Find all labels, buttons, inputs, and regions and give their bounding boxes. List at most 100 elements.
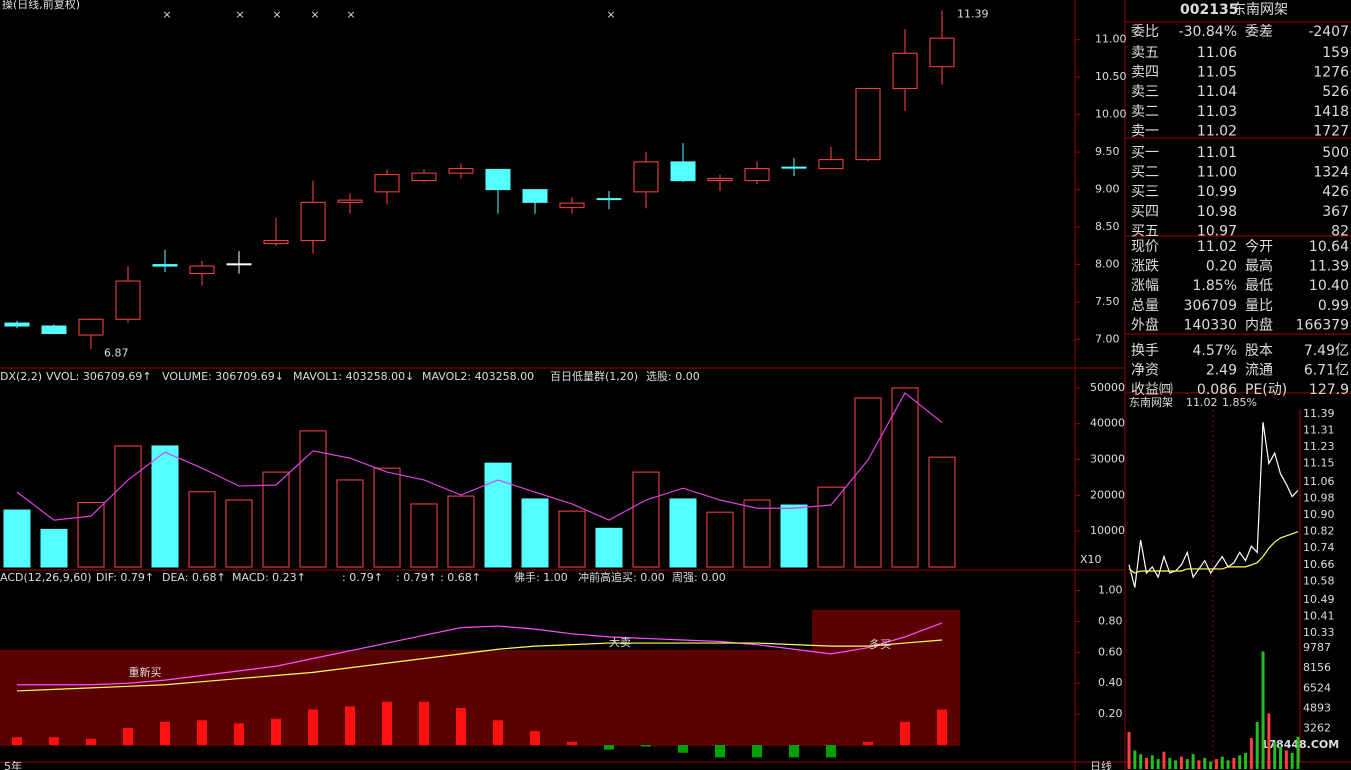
macd-bar (308, 709, 318, 746)
quote-cell: 10.64 (1309, 239, 1349, 255)
footer-left: 5年 (4, 759, 22, 770)
quote-cell: 0.086 (1197, 382, 1237, 398)
quote-cell: 外盘 (1131, 316, 1159, 333)
y-tick-label: 8.00 (1095, 258, 1120, 271)
macd-bar (604, 745, 614, 750)
book-cell: 1276 (1313, 65, 1349, 81)
book-cell: 卖二 (1131, 104, 1159, 120)
book-cell: 11.04 (1197, 84, 1237, 100)
legend-item: MAVOL1: 403258.00↓ (293, 370, 414, 383)
macd-bar (863, 741, 873, 746)
volume-bar (410, 503, 438, 568)
book-cell: 买五 (1131, 223, 1159, 239)
y-tick-label: 10.00 (1095, 108, 1127, 121)
y-tick-label: 11.06 (1303, 475, 1335, 488)
book-cell: 买三 (1131, 184, 1159, 200)
y-tick-label: 10000 (1090, 524, 1125, 537)
macd-bar (197, 720, 207, 746)
quote-cell: 今开 (1245, 239, 1273, 255)
book-cell: 10.99 (1197, 184, 1237, 200)
y-tick-label: 7.50 (1095, 295, 1120, 308)
candle-body (226, 263, 252, 266)
book-cell: 11.03 (1197, 104, 1237, 120)
macd-bar (382, 701, 392, 746)
book-cell: 11.00 (1197, 165, 1237, 181)
quote-cell: 11.39 (1309, 259, 1349, 275)
book-cell: 10.98 (1197, 204, 1237, 220)
y-tick-label: 9787 (1303, 641, 1331, 654)
legend-item: VVOL: 306709.69↑ (46, 370, 152, 383)
quote-cell: 140330 (1184, 317, 1237, 333)
candle-body (448, 168, 474, 174)
legend-item: ACD(12,26,9,60) (0, 571, 92, 584)
macd-bar (567, 741, 577, 746)
indicator-line (16, 639, 943, 692)
y-tick-label: 7.00 (1095, 333, 1120, 346)
macd-bar (49, 737, 59, 746)
candle-body (4, 322, 30, 327)
book-cell: 卖四 (1131, 65, 1159, 81)
candle-body (263, 240, 289, 245)
price: 11.02 (1186, 396, 1218, 409)
legend-item: DX(2,2) (0, 370, 42, 383)
quote-cell: PE(动) (1245, 382, 1287, 398)
candle-body (337, 199, 363, 203)
quote-cell: 10.40 (1309, 278, 1349, 294)
legend-item: 选股: 0.00 (646, 370, 700, 383)
candle-body (633, 161, 659, 193)
book-cell: 卖三 (1131, 84, 1159, 100)
macd-bar (86, 738, 96, 746)
svg-text:×: × (606, 8, 615, 21)
quote-cell: 委比 (1131, 24, 1159, 40)
y-tick-label: 10.82 (1303, 525, 1335, 538)
legend-item: VOLUME: 306709.69↓ (162, 370, 284, 383)
candle-body (929, 37, 955, 68)
macd-bar (752, 745, 762, 758)
legend-item: 冲前高追买: 0.00 (578, 570, 665, 584)
volume-bar (743, 499, 771, 568)
low-label: 6.87 (104, 346, 129, 359)
volume-bar (299, 430, 327, 568)
chart-title: 操(日线,前复权) (2, 0, 80, 11)
y-tick-label: 50000 (1090, 381, 1125, 394)
volume-bar (336, 479, 364, 568)
macd-bar (12, 737, 22, 746)
code: 002135 (1180, 2, 1238, 18)
quote-cell: 6.71亿 (1304, 363, 1349, 379)
legend-item: : 0.79↑ (342, 571, 383, 584)
y-tick-label: 11.15 (1303, 457, 1335, 470)
quote-cell: 净资 (1131, 363, 1159, 379)
y-tick-label: 10.33 (1303, 626, 1335, 639)
change: 1.85% (1222, 396, 1257, 409)
candle-body (855, 87, 881, 161)
volume-bar (595, 527, 623, 568)
volume-bar (854, 397, 882, 568)
book-cell: 买一 (1131, 145, 1159, 161)
book-cell: 500 (1322, 145, 1349, 161)
candle-body (559, 202, 585, 209)
candle-body (485, 168, 511, 191)
footer-right: 日线 (1090, 759, 1112, 770)
y-tick-label: 10.90 (1303, 508, 1335, 521)
indicator-line (17, 622, 943, 686)
candle-body (522, 189, 548, 203)
y-tick-label: 1.00 (1098, 584, 1123, 597)
volume-bar (632, 471, 660, 568)
macd-bar (678, 745, 688, 753)
candle-body (152, 264, 178, 267)
quote-cell: 涨幅 (1131, 278, 1159, 294)
book-cell: 367 (1322, 204, 1349, 220)
y-tick-label: 0.80 (1098, 614, 1123, 627)
volume-bar (114, 445, 142, 568)
quote-cell: 现价 (1131, 239, 1159, 255)
book-cell: 426 (1322, 184, 1349, 200)
y-tick-label: 10.58 (1303, 574, 1335, 587)
y-tick-label: 10.49 (1303, 593, 1335, 606)
volume-bar (891, 387, 919, 568)
y-tick-label: 0.60 (1098, 645, 1123, 658)
y-tick-label: 11.31 (1303, 423, 1335, 436)
book-cell: 11.05 (1197, 65, 1237, 81)
quote-cell: 306709 (1184, 298, 1237, 314)
high-label: 11.39 (957, 7, 989, 20)
